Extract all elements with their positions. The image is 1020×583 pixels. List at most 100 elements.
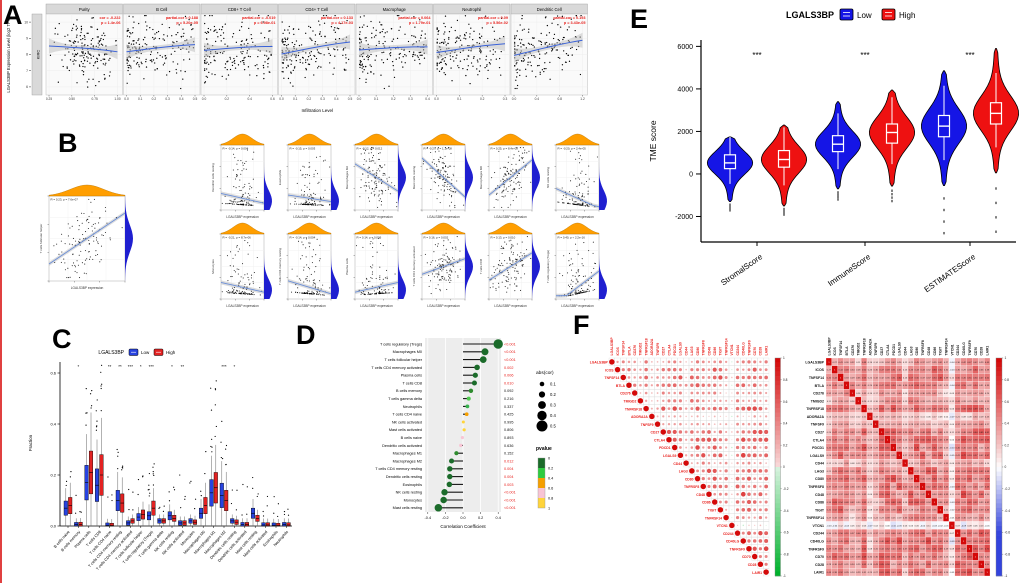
svg-text:0.44: 0.44 [839, 370, 844, 372]
panel-c-cibersort-boxplot: LGALS3BP Low High 0.0 0.2 0.4 0.6 Fraction B cel… [22, 338, 300, 583]
svg-text:CD48: CD48 [707, 347, 711, 356]
svg-text:0.29: 0.29 [839, 393, 844, 395]
svg-text:0.3: 0.3 [503, 97, 508, 101]
svg-text:0.4: 0.4 [535, 97, 540, 101]
svg-text:0.54: 0.54 [932, 377, 937, 379]
svg-text:TNFSF14: TNFSF14 [809, 376, 824, 380]
svg-text:PDCD1: PDCD1 [659, 446, 671, 450]
svg-text:0.55: 0.55 [862, 377, 867, 379]
svg-text:LGALS3BP expression: LGALS3BP expression [71, 286, 104, 290]
svg-text:0.48: 0.48 [844, 370, 849, 372]
svg-text:0.38: 0.38 [967, 370, 972, 372]
svg-text:0.26: 0.26 [897, 362, 902, 364]
svg-text:<0.001: <0.001 [504, 498, 516, 502]
svg-text:1: 1 [834, 370, 836, 372]
svg-text:0.425: 0.425 [504, 413, 514, 417]
svg-text:0.24: 0.24 [868, 385, 873, 387]
svg-text:0.54: 0.54 [973, 385, 978, 387]
svg-text:0.27: 0.27 [926, 362, 931, 364]
svg-text:T cells follicular helper: T cells follicular helper [39, 224, 43, 254]
svg-text:ADORA2A: ADORA2A [650, 338, 654, 355]
svg-text:CD28: CD28 [980, 347, 984, 356]
svg-text:*: * [171, 364, 173, 369]
svg-text:NK cells activated: NK cells activated [392, 420, 422, 424]
svg-text:1: 1 [548, 507, 550, 511]
svg-text:abs(cor): abs(cor) [536, 370, 554, 376]
svg-text:0.003: 0.003 [504, 483, 514, 487]
svg-text:TNFSF9: TNFSF9 [874, 343, 878, 356]
svg-text:0.65: 0.65 [938, 377, 943, 379]
svg-text:partial.cor = -0.019: partial.cor = -0.019 [242, 16, 275, 20]
svg-text:0.6: 0.6 [783, 400, 788, 404]
svg-text:0.806: 0.806 [504, 428, 514, 432]
svg-text:CD276: CD276 [851, 345, 855, 356]
svg-text:CTLA4: CTLA4 [667, 344, 671, 355]
svg-text:LGALS3BP: LGALS3BP [610, 337, 614, 356]
svg-text:0.33: 0.33 [862, 393, 867, 395]
svg-text:Fraction: Fraction [28, 434, 33, 451]
svg-text:LGALS3BP: LGALS3BP [805, 360, 824, 364]
svg-text:1: 1 [852, 393, 854, 395]
svg-text:TMIGD2: TMIGD2 [639, 343, 643, 356]
svg-text:<0.001: <0.001 [504, 506, 516, 510]
svg-text:0.33: 0.33 [839, 385, 844, 387]
svg-text:0: 0 [548, 457, 550, 461]
svg-text:0.75: 0.75 [92, 97, 98, 101]
svg-text:TIGIT: TIGIT [719, 346, 723, 356]
svg-text:0.51: 0.51 [967, 377, 972, 379]
svg-text:Macrophages M2: Macrophages M2 [393, 459, 422, 463]
svg-text:0.33: 0.33 [844, 377, 849, 379]
svg-text:0.636: 0.636 [504, 444, 514, 448]
svg-text:p = 6.98e-01: p = 6.98e-01 [254, 21, 276, 25]
svg-text:8: 8 [26, 53, 28, 57]
svg-text:0.50: 0.50 [915, 377, 920, 379]
svg-text:CD48: CD48 [696, 493, 705, 497]
svg-text:R = 0.16, p = 0.002: R = 0.16, p = 0.002 [424, 236, 449, 240]
svg-text:0.2: 0.2 [307, 97, 312, 101]
svg-text:LGALS3BP: LGALS3BP [827, 337, 831, 356]
svg-text:*: * [78, 364, 80, 369]
svg-text:R = -0.14, p = 0.004: R = -0.14, p = 0.004 [223, 147, 249, 151]
svg-text:LGALS3BP: LGALS3BP [98, 350, 124, 356]
svg-text:CD70: CD70 [753, 347, 757, 356]
panel-f-right-heatmap: LGALS3BP ICOS TNFSF14 BTLA CD276 TMIGD2 TNFRSF… [805, 337, 1010, 579]
panel-d-chart: -0.4 -0.2 0.0 0.2 0.4 T cells regulatory (Tre… [371, 338, 556, 529]
svg-text:-2000: -2000 [675, 214, 693, 221]
svg-text:0.47: 0.47 [880, 385, 885, 387]
svg-text:0.29: 0.29 [962, 370, 967, 372]
svg-text:Macrophages M2: Macrophages M2 [345, 166, 349, 190]
svg-text:0.3: 0.3 [408, 97, 413, 101]
svg-text:partial.cor = 0.09: partial.cor = 0.09 [478, 16, 508, 20]
svg-text:0.4: 0.4 [548, 477, 553, 481]
svg-text:0.45: 0.45 [915, 362, 920, 364]
svg-text:TIGIT: TIGIT [939, 346, 943, 356]
panel-e-label: E [630, 4, 649, 34]
svg-text:partial.cor = 0.064: partial.cor = 0.064 [398, 16, 431, 20]
svg-text:0.51: 0.51 [956, 385, 961, 387]
svg-text:TNFRSF8: TNFRSF8 [921, 340, 925, 355]
svg-text:0.05: 0.05 [950, 393, 955, 395]
svg-text:0.35: 0.35 [885, 377, 890, 379]
svg-text:CD70: CD70 [742, 555, 751, 559]
svg-text:0.4: 0.4 [179, 97, 184, 101]
svg-text:**: ** [118, 364, 122, 369]
svg-text:Eosinophils: Eosinophils [278, 169, 282, 185]
svg-text:1: 1 [783, 356, 785, 360]
svg-text:R = -0.15, p = 0.003: R = -0.15, p = 0.003 [290, 147, 316, 151]
svg-text:TNFRSF14: TNFRSF14 [705, 516, 722, 520]
svg-text:LAG3: LAG3 [690, 346, 694, 355]
svg-text:VTCN1: VTCN1 [717, 524, 728, 528]
svg-text:0.1: 0.1 [293, 97, 298, 101]
svg-text:0.52: 0.52 [938, 370, 943, 372]
svg-text:0.37: 0.37 [926, 377, 931, 379]
svg-text:0.893: 0.893 [504, 436, 514, 440]
svg-text:T cells CD4 memory activated: T cells CD4 memory activated [412, 246, 416, 286]
panel-a-label: A [3, 0, 23, 30]
svg-text:0.5: 0.5 [193, 97, 198, 101]
svg-text:0.42: 0.42 [973, 362, 978, 364]
svg-text:p = 1.4e-06: p = 1.4e-06 [101, 21, 121, 25]
svg-text:0: 0 [783, 465, 785, 469]
svg-text:LAIR1: LAIR1 [986, 346, 990, 356]
svg-text:0.30: 0.30 [885, 393, 890, 395]
svg-text:0.48: 0.48 [862, 362, 867, 364]
